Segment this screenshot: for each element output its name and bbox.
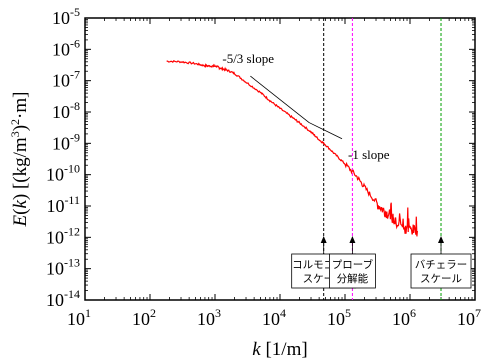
x-tick-label: 102 [132, 306, 156, 329]
reference-slope-line [250, 75, 310, 123]
reference-slope-label: -5/3 slope [222, 51, 274, 66]
reference-slope-line [308, 122, 343, 140]
x-axis-label: k [1/m] [252, 339, 307, 360]
x-tick-label: 103 [197, 306, 221, 329]
y-tick-label: 10-13 [46, 256, 80, 279]
x-tick-label: 107 [457, 306, 481, 329]
spectrum-line [166, 60, 418, 237]
y-axis-ticks: 10-5 10-6 10-7 10-8 10-9 10-10 10-11 10-12 10-13… [46, 5, 475, 310]
y-tick-label: 10-9 [52, 130, 80, 153]
y-tick-label: 10-8 [52, 99, 80, 122]
x-tick-label: 101 [67, 306, 91, 329]
callout-label: スケール [420, 273, 462, 285]
callout-box [410, 253, 472, 289]
y-axis-label: E(k) [(kg/m3)2·m] [8, 92, 31, 228]
y-tick-label: 10-11 [46, 193, 80, 216]
reference-slope-label: -1 slope [348, 147, 390, 162]
x-tick-label: 106 [392, 306, 416, 329]
callout-label: 分解能 [337, 272, 369, 285]
x-tick-label: 104 [262, 306, 286, 329]
callout-arrowhead [349, 236, 356, 243]
y-tick-label: 10-14 [46, 287, 80, 310]
y-tick-label: 10-12 [46, 224, 80, 247]
callout-label: プローブ [332, 258, 374, 271]
y-tick-label: 10-6 [52, 36, 80, 59]
x-tick-label: 105 [327, 306, 351, 329]
y-tick-label: 10-10 [46, 162, 80, 185]
callout-arrowhead [320, 236, 327, 243]
y-tick-label: 10-7 [52, 68, 80, 91]
data-series [166, 60, 418, 237]
reference-lines: -5/3 slope -1 slope [222, 51, 389, 162]
callout-box [329, 253, 376, 289]
callout-arrowhead [438, 236, 445, 243]
y-tick-label: 10-5 [52, 5, 80, 28]
callout-label: バチェラー [415, 259, 468, 271]
